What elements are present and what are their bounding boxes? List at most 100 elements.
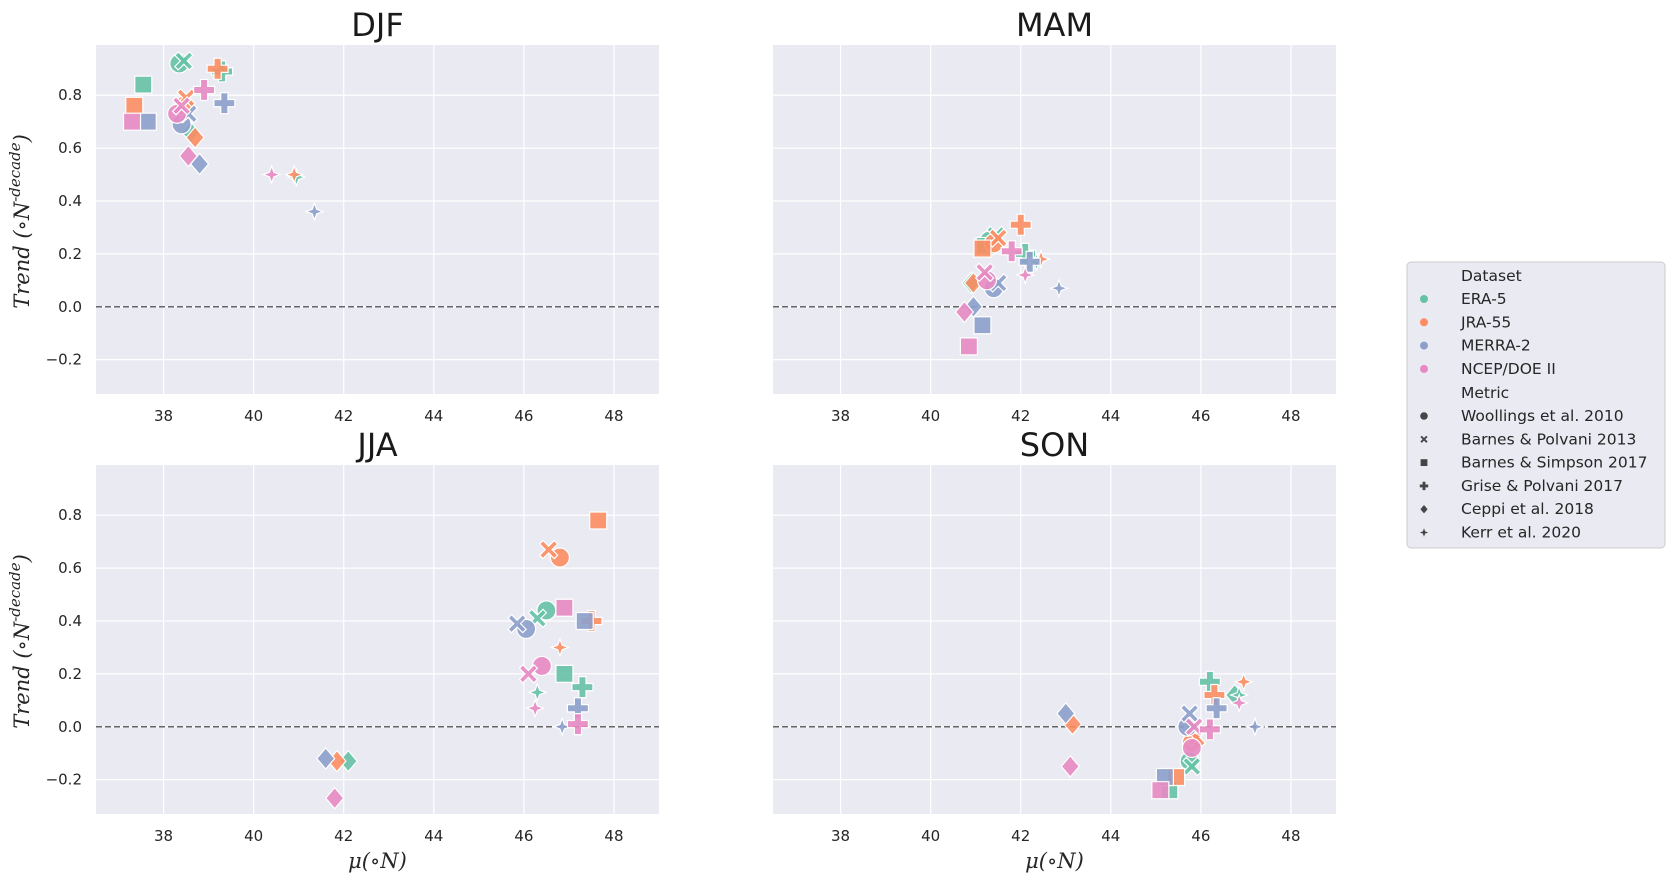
point-merra-2-ceppi-et-al-2018 [1056,702,1076,725]
legend-label: Grise & Polvani 2017 [1461,477,1623,495]
x-tick-label: 40 [921,407,940,425]
legend-item-jra-55: JRA-55 [1420,313,1511,331]
legend-marker [1419,528,1429,537]
x-tick-label: 40 [244,407,263,425]
x-tick-label: 42 [334,407,353,425]
point-merra-2-grise-polvani-2017 [1205,697,1228,720]
legend-metric-title: Metric [1461,384,1509,402]
point-ncep-doe-ii-grise-polvani-2017 [192,78,216,102]
legend-item-merra-2: MERRA-2 [1420,337,1531,355]
point-jra-55-barnes-polvani-2013 [538,539,559,560]
legend-metrics: Woollings et al. 2010 Barnes & Polvani 20… [1419,407,1647,542]
legend-datasets: ERA-5 JRA-55 MERRA-2 NCEP/DOE II [1420,290,1556,378]
y-tick-label: 0.8 [58,86,82,104]
y-tick-label: 0.0 [58,298,82,316]
y-tick-label: 0.6 [58,559,82,577]
panel-djf: 38 40 42 44 46 48 −0.2 0.0 0.2 0.4 0.6 0.8 DJF Trend … [6,6,659,425]
legend-label: JRA-55 [1460,313,1511,331]
panels: 38 40 42 44 46 48 −0.2 0.0 0.2 0.4 0.6 0.8 DJF Trend … [6,6,1336,873]
legend-item-barnes-simpson-2017: Barnes & Simpson 2017 [1420,454,1647,472]
point-jra-55-barnes-simpson-2017 [973,239,992,258]
point-ncep-doe-ii-barnes-polvani-2013 [974,262,995,283]
panel-title: DJF [351,6,403,44]
point-ncep-doe-ii-barnes-simpson-2017 [959,337,979,356]
x-tick-label: 38 [154,407,173,425]
x-tick-label: 44 [1101,827,1120,845]
y-tick-label: 0.2 [58,665,82,683]
point-ncep-doe-ii-barnes-simpson-2017 [555,598,574,617]
panel-title: JJA [355,426,397,464]
x-tick-label: 48 [604,407,623,425]
x-axis-label: μ(∘N) [348,849,407,873]
legend-item-barnes-polvani-2013: Barnes & Polvani 2013 [1420,430,1636,448]
x-tick-label: 42 [1011,827,1030,845]
panel-jja: 38 40 42 44 46 48 −0.2 0.0 0.2 0.4 0.6 0.8 JJA Trend … [6,426,659,873]
x-tick-label: 48 [1281,827,1300,845]
x-tick-label: 44 [424,407,443,425]
point-ncep-doe-ii-kerr-et-al-2020 [1229,692,1250,714]
point-merra-2-kerr-et-al-2020 [1048,278,1070,299]
legend-label: MERRA-2 [1461,337,1531,355]
point-merra-2-barnes-simpson-2017 [973,316,992,335]
y-axis-label: Trend (∘N-decade) [6,134,34,309]
legend-item-woollings-et-al-2010: Woollings et al. 2010 [1420,407,1624,425]
y-tick-label: 0.4 [58,612,82,630]
panel-title: SON [1020,426,1089,464]
x-tick-label: 40 [921,827,940,845]
legend-label: Barnes & Polvani 2013 [1461,430,1636,448]
legend-marker [1420,505,1428,514]
point-era-5-barnes-simpson-2017 [134,75,153,94]
point-era-5-barnes-polvani-2013 [173,51,194,71]
x-tick-label: 38 [154,827,173,845]
point-ncep-doe-ii-grise-polvani-2017 [1000,240,1023,263]
point-ncep-doe-ii-kerr-et-al-2020 [261,164,282,185]
point-merra-2-barnes-simpson-2017 [138,112,157,131]
legend-dataset-title: Dataset [1461,267,1522,285]
y-tick-label: 0.8 [58,506,82,524]
x-tick-label: 46 [514,827,533,845]
point-era-5-grise-polvani-2017 [571,675,594,699]
y-tick-label: −0.2 [46,351,82,369]
legend-marker [1419,481,1429,491]
x-tick-label: 40 [244,827,263,845]
plot-area [773,465,1336,814]
y-axis-label: Trend (∘N-decade) [6,554,34,729]
point-era-5-kerr-et-al-2020 [527,682,548,703]
y-tick-label: 0.2 [58,245,82,263]
point-ncep-doe-ii-barnes-polvani-2013 [171,95,192,116]
legend-label: Barnes & Simpson 2017 [1461,454,1647,472]
point-ncep-doe-ii-woollings-et-al-2010 [1181,737,1202,759]
point-ncep-doe-ii-ceppi-et-al-2018 [178,144,199,168]
x-tick-label: 42 [334,827,353,845]
scatter-points [315,511,608,810]
legend-item-era-5: ERA-5 [1420,290,1507,308]
legend-label: ERA-5 [1461,290,1507,308]
x-tick-label: 48 [1281,407,1300,425]
legend-swatch [1420,364,1428,373]
legend-marker [1420,435,1428,443]
point-merra-2-ceppi-et-al-2018 [315,747,336,770]
x-tick-label: 44 [1101,407,1120,425]
x-axis-label: μ(∘N) [1025,849,1084,873]
point-merra-2-kerr-et-al-2020 [552,716,573,737]
point-jra-55-grise-polvani-2017 [206,57,229,80]
x-tick-label: 44 [424,827,443,845]
y-tick-label: −0.2 [46,771,82,789]
legend: Dataset ERA-5 JRA-55 MERRA-2 NCEP/DOE II Me… [1406,261,1666,549]
legend-marker [1420,412,1428,420]
legend-marker [1420,459,1428,466]
point-jra-55-kerr-et-al-2020 [1233,671,1254,692]
point-merra-2-kerr-et-al-2020 [1244,716,1266,737]
y-tick-label: 0.4 [58,192,82,210]
point-jra-55-grise-polvani-2017 [1009,213,1032,236]
scatter-points [954,213,1070,356]
point-jra-55-barnes-simpson-2017 [125,96,144,115]
legend-label: Ceppi et al. 2018 [1461,500,1594,518]
legend-swatch [1420,318,1428,327]
panel-title: MAM [1016,6,1093,44]
x-tick-label: 42 [1011,407,1030,425]
y-tick-label: 0.0 [58,718,82,736]
legend-item-grise-polvani-2017: Grise & Polvani 2017 [1419,477,1623,495]
point-ncep-doe-ii-kerr-et-al-2020 [1015,264,1036,286]
legend-swatch [1420,295,1428,303]
